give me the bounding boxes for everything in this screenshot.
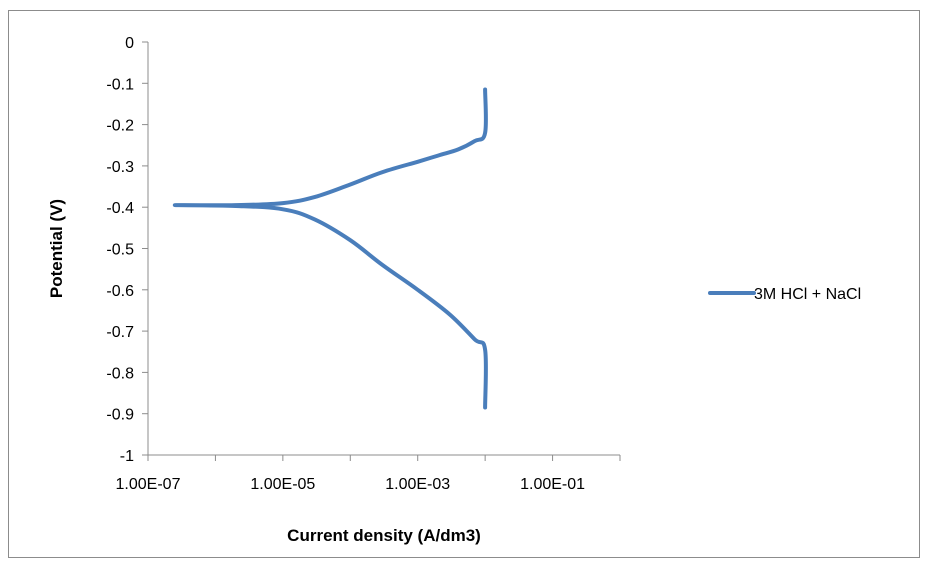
y-tick-label: -0.6 [106,283,134,300]
x-tick-label: 1.00E-05 [250,476,315,493]
series-line [172,87,488,410]
series-layer [172,87,488,410]
y-tick-label: -0.2 [106,118,134,135]
y-tick-label: -0.5 [106,242,134,259]
y-tick-label: 0 [125,35,134,52]
y-tick-label: -0.4 [106,200,134,217]
legend-label: 3M HCl + NaCl [754,286,861,303]
x-tick-label: 1.00E-03 [385,476,450,493]
y-tick-label: -0.9 [106,407,134,424]
y-tick-label: -0.8 [106,365,134,382]
y-axis-ticks: 0 -0.1 -0.2 -0.3 -0.4 -0.5 -0.6 -0.7 -0.8 -0.9 -1 [106,35,148,465]
legend: 3M HCl + NaCl [708,286,861,303]
y-tick-label: -0.7 [106,324,134,341]
y-tick-label: -1 [120,448,134,465]
x-axis-ticks: 1.00E-07 1.00E-05 1.00E-03 1.00E-01 [116,455,621,493]
x-axis-title: Current density (A/dm3) [287,526,481,545]
x-tick-label: 1.00E-07 [116,476,181,493]
chart-frame [8,10,920,558]
y-tick-label: -0.3 [106,159,134,176]
x-tick-label: 1.00E-01 [520,476,585,493]
y-axis-title: Potential (V) [47,199,66,298]
y-tick-label: -0.1 [106,76,134,93]
